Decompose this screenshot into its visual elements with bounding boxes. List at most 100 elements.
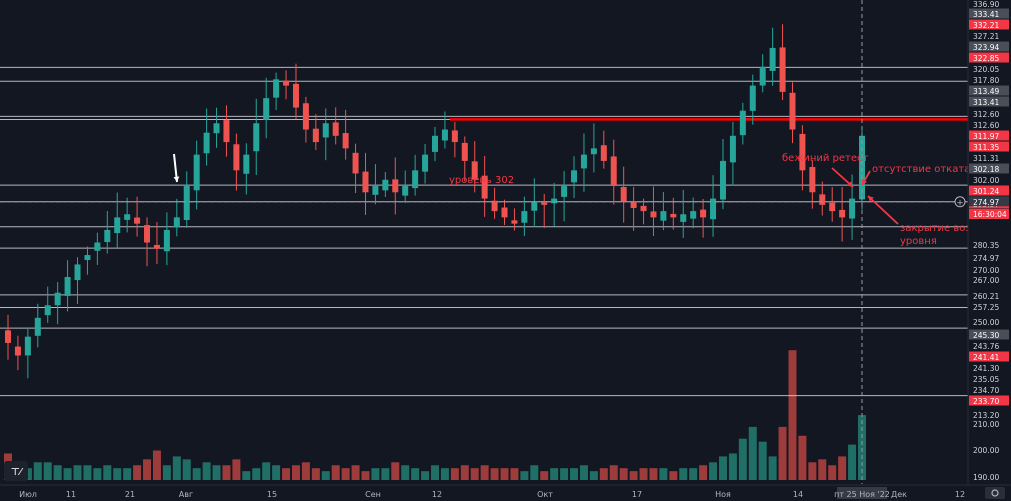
candle-body bbox=[511, 220, 518, 224]
candle-body bbox=[124, 214, 131, 220]
volume-bar bbox=[550, 468, 559, 480]
countdown-label: 16:30:04 bbox=[973, 210, 1007, 219]
volume-bar bbox=[341, 468, 350, 480]
volume-bar bbox=[440, 468, 449, 480]
time-tick-label: 11 bbox=[66, 490, 76, 499]
candle-body bbox=[24, 336, 31, 356]
volume-bar bbox=[728, 453, 737, 480]
volume-bar bbox=[63, 468, 72, 480]
time-axis[interactable]: Июл 11 21 Авг 15 Сен 12 Окт 17 Ноя 14 пт 25 Ноя '22… bbox=[0, 484, 1011, 501]
volume-bar bbox=[510, 468, 519, 480]
price-tick-label: 312.60 bbox=[973, 121, 999, 130]
crosshair-price-label: 274.97 bbox=[973, 198, 999, 207]
volume-bar bbox=[93, 468, 102, 480]
candle-body bbox=[680, 214, 687, 222]
candle-body bbox=[451, 130, 458, 143]
candle-body bbox=[332, 122, 339, 136]
volume-bar bbox=[718, 456, 727, 480]
volume-bar bbox=[331, 465, 340, 480]
volume-bar bbox=[838, 456, 847, 480]
candle-body bbox=[233, 144, 240, 171]
price-tick-label: 241.41 bbox=[973, 353, 999, 362]
candle-body bbox=[243, 154, 250, 174]
volume-bar bbox=[143, 459, 152, 480]
close-near-level-arrow bbox=[867, 195, 899, 225]
candle-body bbox=[739, 110, 746, 136]
candle-body bbox=[521, 211, 528, 223]
volume-bar bbox=[421, 471, 430, 480]
candle-body bbox=[491, 200, 498, 212]
volume-bar bbox=[609, 465, 618, 480]
volume-bar bbox=[103, 465, 112, 480]
volume-bar bbox=[361, 471, 370, 480]
time-tick-label: 17 bbox=[632, 490, 642, 499]
candle-body bbox=[362, 171, 369, 193]
volume-bar bbox=[679, 468, 688, 480]
candlesticks bbox=[5, 24, 865, 379]
volume-bar bbox=[53, 465, 62, 480]
candle-body bbox=[700, 209, 707, 218]
price-tick-label: 313.41 bbox=[973, 98, 999, 107]
candle-body bbox=[630, 201, 637, 208]
volume-bar bbox=[540, 471, 549, 480]
volume-bar bbox=[212, 465, 221, 480]
price-badge bbox=[969, 185, 1009, 196]
volume-bar bbox=[758, 441, 767, 480]
volume-bar bbox=[162, 465, 171, 480]
price-tick-label: 280.35 bbox=[973, 241, 999, 250]
price-tick-label: 250.00 bbox=[973, 318, 999, 327]
candle-body bbox=[650, 211, 657, 218]
candle-body bbox=[94, 242, 101, 251]
volume-bar bbox=[401, 465, 410, 480]
candle-body bbox=[114, 217, 121, 234]
price-badge bbox=[969, 395, 1009, 406]
plus-glyph: + bbox=[956, 198, 964, 208]
volume-bar bbox=[371, 468, 380, 480]
volume-bar bbox=[639, 468, 648, 480]
volume-bar bbox=[748, 426, 757, 480]
candle-body bbox=[839, 209, 846, 218]
volume-bar bbox=[301, 462, 310, 480]
volume-bar bbox=[431, 465, 439, 480]
candle-body bbox=[342, 133, 349, 149]
candle-body bbox=[183, 186, 190, 220]
tv-logo-bg bbox=[4, 461, 28, 481]
candle-body bbox=[422, 154, 429, 172]
candle-body bbox=[213, 123, 220, 134]
candle-body bbox=[859, 135, 865, 200]
volume-bar bbox=[798, 435, 807, 480]
volume-bar bbox=[232, 459, 241, 480]
price-tick-label: 243.76 bbox=[973, 342, 999, 351]
volume-bar bbox=[589, 471, 598, 480]
candle-body bbox=[571, 170, 578, 183]
candle-body bbox=[719, 160, 726, 200]
candle-body bbox=[769, 47, 776, 71]
candle-body bbox=[551, 198, 558, 204]
tv-logo-glyph: ⊤⁄ bbox=[11, 467, 24, 478]
candle-body bbox=[729, 135, 736, 163]
candle-body bbox=[14, 346, 21, 356]
price-tick-label: 327.21 bbox=[973, 32, 999, 41]
volume-bar bbox=[272, 465, 281, 480]
volume-bar bbox=[768, 456, 777, 480]
candle-body bbox=[809, 167, 816, 193]
price-tick-label: 200.00 bbox=[973, 446, 999, 455]
candle-body bbox=[779, 47, 786, 92]
price-tick-label: 260.21 bbox=[973, 292, 999, 301]
candle-body bbox=[193, 154, 200, 191]
price-tick-label: 336.90 bbox=[973, 0, 999, 9]
volume-bar bbox=[133, 465, 142, 480]
volume-bar bbox=[619, 468, 628, 480]
candle-body bbox=[531, 201, 538, 211]
volume-bar bbox=[192, 468, 201, 480]
volume-bar bbox=[579, 465, 588, 480]
volume-bar bbox=[73, 465, 82, 480]
price-tick-label: 322.85 bbox=[973, 54, 999, 63]
candle-body bbox=[372, 186, 379, 195]
candle-body bbox=[253, 123, 260, 152]
price-tick-label: 235.05 bbox=[973, 375, 999, 384]
crosshair-price-badge bbox=[969, 196, 1009, 207]
candle-body bbox=[849, 198, 856, 219]
